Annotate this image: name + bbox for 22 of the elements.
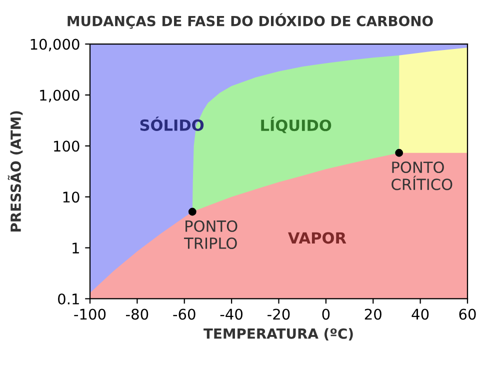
x-tick-label: -60 xyxy=(173,308,196,320)
y-tick-label: 10 xyxy=(63,192,80,203)
x-tick-label: 60 xyxy=(459,308,476,320)
y-tick-label: 10,000 xyxy=(30,38,80,52)
x-tick-label: 40 xyxy=(412,308,429,320)
annotation: PONTO TRIPLO xyxy=(184,220,238,250)
x-tick-label: -40 xyxy=(220,308,243,320)
series-label: LÍQUIDO xyxy=(261,116,332,134)
x-tick-label: -20 xyxy=(268,308,290,320)
y-axis-title: PRESSÃO (ATM) xyxy=(8,111,23,232)
x-axis-title: TEMPERATURA (ºC) xyxy=(204,328,353,341)
series-label: VAPOR xyxy=(288,232,346,244)
y-tick-label: 100 xyxy=(54,140,80,152)
y-tick-label: 0.1 xyxy=(58,293,79,304)
y-tick-label: 1,000 xyxy=(40,90,80,102)
annotation: PONTO CRÍTICO xyxy=(392,161,452,190)
x-tick-label: -80 xyxy=(126,308,148,320)
y-tick-label: 1 xyxy=(72,242,79,254)
x-tick-label: 0 xyxy=(322,308,330,320)
chart-title: MUDANÇAS DE FASE DO DIÓXIDO DE CARBONO xyxy=(68,13,433,29)
x-tick-label: 20 xyxy=(364,308,382,320)
x-tick-label: -100 xyxy=(74,308,106,320)
